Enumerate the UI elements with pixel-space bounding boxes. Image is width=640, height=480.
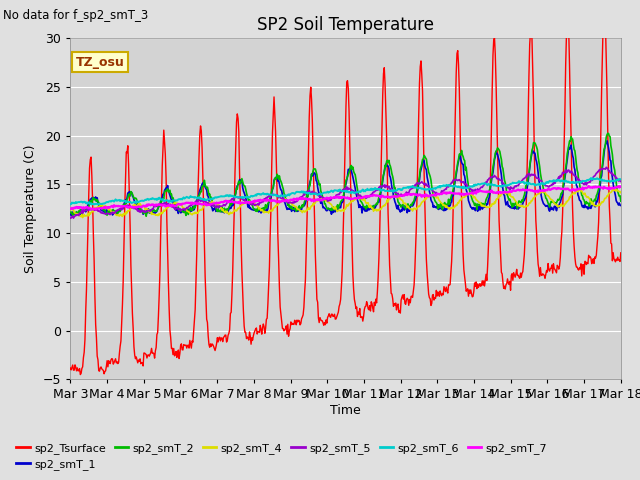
X-axis label: Time: Time bbox=[330, 404, 361, 417]
Text: No data for f_sp2_smT_3: No data for f_sp2_smT_3 bbox=[3, 9, 148, 22]
Text: TZ_osu: TZ_osu bbox=[76, 56, 125, 69]
Legend: sp2_Tsurface, sp2_smT_1, sp2_smT_2, sp2_smT_4, sp2_smT_5, sp2_smT_6, sp2_smT_7: sp2_Tsurface, sp2_smT_1, sp2_smT_2, sp2_… bbox=[12, 438, 552, 474]
Title: SP2 Soil Temperature: SP2 Soil Temperature bbox=[257, 16, 434, 34]
Y-axis label: Soil Temperature (C): Soil Temperature (C) bbox=[24, 144, 37, 273]
